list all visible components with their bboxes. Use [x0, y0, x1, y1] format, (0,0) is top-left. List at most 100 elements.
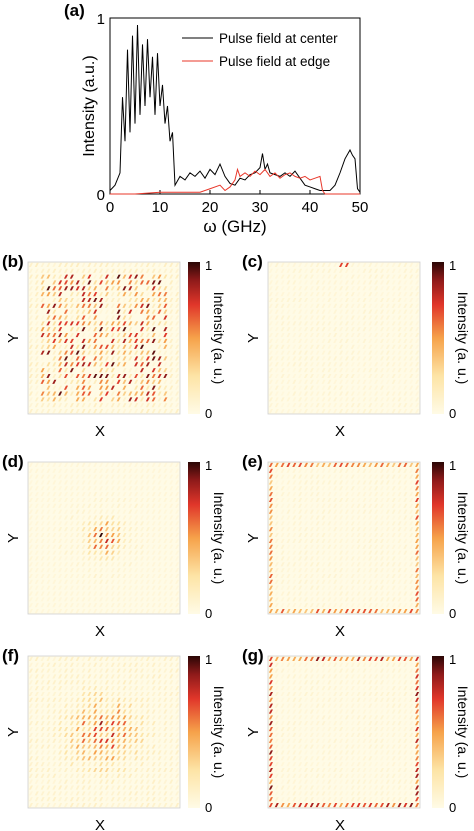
heatmap-cells	[28, 462, 180, 614]
heatmap-cell	[391, 573, 396, 579]
heatmap-cell	[163, 674, 168, 679]
heatmap-cell	[368, 497, 373, 503]
heatmap-cell	[356, 356, 361, 361]
heatmap-cell	[87, 585, 92, 590]
heatmap-cell	[368, 397, 373, 402]
heatmap-cell	[415, 738, 420, 743]
heatmap-cell	[128, 556, 133, 561]
heatmap-cell	[309, 344, 314, 349]
heatmap-cell	[327, 662, 332, 667]
heatmap-cell	[81, 750, 86, 755]
heatmap-cell	[315, 744, 320, 749]
heatmap-cell	[303, 350, 309, 355]
heatmap-cell	[309, 327, 314, 332]
heatmap-cell	[128, 292, 133, 297]
heatmap-cell	[298, 738, 303, 743]
heatmap-cell	[292, 597, 297, 602]
heatmap-cell	[128, 732, 133, 737]
heatmap-cell	[75, 803, 80, 808]
heatmap-cell	[81, 391, 86, 396]
heatmap-cell	[128, 568, 133, 573]
heatmap-cell	[99, 697, 104, 702]
heatmap-cell	[292, 468, 297, 473]
heatmap-cell	[356, 674, 361, 679]
heatmap-cell	[286, 562, 291, 567]
heatmap-cell	[134, 603, 139, 608]
heatmap-cell	[145, 791, 150, 796]
heatmap-cell	[333, 373, 338, 379]
heatmap-cell	[122, 591, 127, 596]
heatmap-cell	[99, 497, 104, 503]
heatmap-cell	[415, 579, 420, 584]
heatmap-cell	[75, 697, 80, 702]
heatmap-cell	[415, 585, 420, 590]
heatmap-cell	[139, 603, 145, 608]
heatmap-cell	[409, 609, 414, 614]
heatmap-cell	[415, 727, 420, 732]
heatmap-cell	[157, 274, 162, 279]
heatmap-cell	[169, 286, 174, 291]
heatmap-cell	[298, 562, 303, 567]
heatmap-cell	[93, 338, 98, 343]
heatmap-cell	[46, 497, 51, 503]
heatmap-cell	[104, 785, 109, 790]
heatmap-cell	[87, 591, 92, 596]
heatmap-cell	[415, 356, 420, 361]
heatmap-cell	[116, 686, 121, 691]
heatmap-cell	[104, 468, 109, 473]
heatmap-cell	[99, 333, 104, 338]
heatmap-cell	[286, 727, 291, 732]
heatmap-cell	[46, 297, 51, 303]
heatmap-cell	[58, 779, 63, 784]
heatmap-cell	[385, 603, 390, 608]
heatmap-cell	[46, 697, 51, 702]
heatmap-cell	[362, 727, 367, 732]
heatmap-cell	[374, 486, 379, 491]
heatmap-cell	[145, 703, 150, 708]
heatmap-cell	[93, 762, 98, 767]
heatmap-cell	[274, 656, 279, 661]
heatmap-cell	[175, 391, 180, 396]
heatmap-cell	[34, 579, 39, 584]
heatmap-cell	[268, 538, 273, 543]
heatmap-cell	[339, 738, 344, 743]
heatmap-cell	[286, 556, 291, 561]
heatmap-cell	[309, 503, 314, 508]
heatmap-cell	[409, 379, 414, 384]
heatmap-cell	[280, 333, 285, 338]
heatmap-cell	[339, 597, 344, 602]
heatmap-cell	[409, 791, 414, 796]
heatmap-cell	[292, 703, 297, 708]
heatmap-cell	[63, 785, 69, 790]
heatmap-cell	[339, 603, 344, 608]
heatmap-cell	[40, 744, 45, 749]
heatmap-cell	[379, 709, 385, 714]
heatmap-cell	[356, 521, 361, 526]
heatmap-cell	[333, 509, 338, 514]
heatmap-cell	[169, 738, 174, 743]
heatmap-cell	[87, 691, 92, 697]
heatmap-cell	[415, 280, 420, 285]
heatmap-cell	[34, 680, 39, 685]
heatmap-cell	[397, 727, 402, 732]
heatmap-cell	[134, 779, 139, 784]
heatmap-cell	[280, 550, 285, 555]
colorbar-tick-max: 1	[449, 458, 456, 473]
heatmap-cell	[87, 686, 92, 691]
heatmap-cell	[122, 292, 127, 297]
heatmap-cell	[110, 268, 115, 273]
heatmap-cell	[356, 603, 361, 608]
heatmap-cell	[157, 662, 162, 667]
heatmap-cell	[333, 721, 338, 726]
heatmap-cell	[274, 738, 279, 743]
heatmap-cell	[280, 797, 285, 802]
heatmap-cell	[46, 409, 51, 414]
heatmap-cell	[344, 573, 349, 579]
heatmap-cell	[110, 533, 115, 538]
heatmap-cell	[58, 521, 63, 526]
heatmap-cell	[292, 550, 297, 555]
heatmap-cell	[28, 609, 33, 614]
heatmap-cell	[110, 797, 115, 802]
heatmap-cell	[298, 756, 303, 761]
